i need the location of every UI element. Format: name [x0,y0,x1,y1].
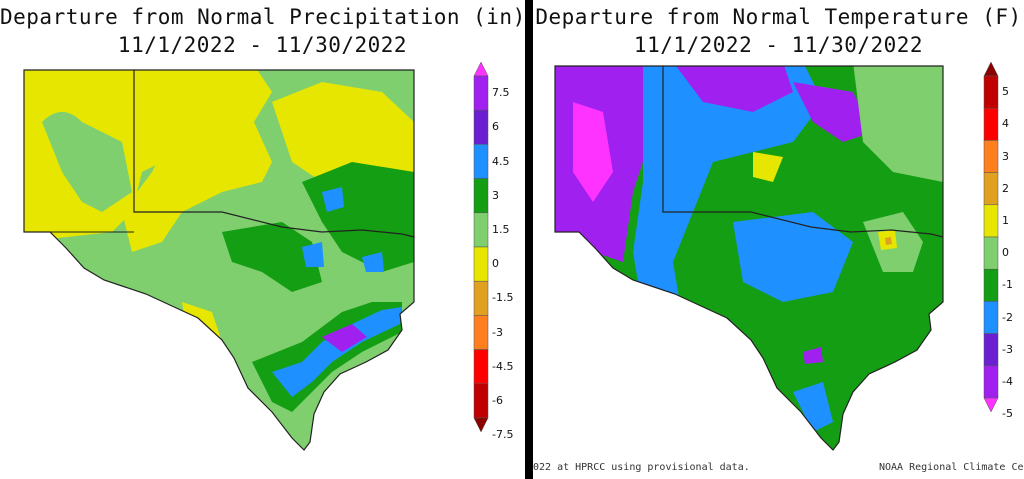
temp-oklahoma-cold-region [793,82,873,142]
temp-colorbar-tick-label: 1 [1002,213,1009,227]
temp-colorbar [983,62,999,412]
precip-colorbar-tick-label: 0 [492,257,499,271]
precip-oklahoma-dry-region [272,82,414,192]
temp-colorbar-swatch [983,172,999,206]
panel-divider [525,0,533,479]
temp-blue-band-region [633,66,823,342]
precip-central-wet-region [222,222,322,292]
precip-panhandle-dry-region [122,70,272,252]
precip-colorbar-tick-label: 1.5 [492,222,510,236]
precipitation-panel: Departure from Normal Precipitation (in)… [0,5,526,451]
temp-map [554,65,944,451]
temp-colorbar-swatch [983,107,999,141]
temperature-panel: Departure from Normal Temperature (F) 11… [533,0,1024,479]
temp-state-boundary [662,66,944,238]
precip-colorbar-tick-label: -6 [492,393,503,407]
precip-blue-spot-central [302,242,324,267]
precip-colorbar-tick-label: 6 [492,120,499,134]
temp-colorbar-swatch [983,140,999,173]
precip-colorbar-bottom-arrow [473,417,489,432]
temp-colorbar-tick-label: -5 [1002,407,1013,421]
precip-coastal-blue-region [272,307,402,397]
temp-title: Departure from Normal Temperature (F) [535,5,1022,29]
precip-nm-moist-region [42,112,132,212]
temp-colorbar-tick-label: 5 [1002,85,1009,99]
temp-colorbar-tick-label: -1 [1002,278,1013,292]
precip-title: Departure from Normal Precipitation (in) [0,5,526,29]
temp-colorbar-tick-label: 3 [1002,149,1009,163]
temp-coastal-purple-spot [803,347,823,364]
precip-colorbar-swatch [473,144,489,179]
temp-colorbar-swatch [983,333,999,367]
temp-colorbar-tick-label: -3 [1002,342,1013,356]
precip-colorbar-swatch [473,75,489,111]
precip-colorbar-tick-label: 3 [492,188,499,202]
precip-east-wet-region [302,162,414,272]
precip-colorbar-tick-label: 7.5 [492,86,510,100]
footer-credit: NOAA Regional Climate Ce [879,462,1024,473]
precip-colorbar-top-arrow [473,62,489,77]
temp-date-range: 11/1/2022 - 11/30/2022 [633,33,924,57]
precip-colorbar-swatch [473,212,489,248]
precip-colorbar-swatch [473,383,489,419]
precip-colorbar-swatch [473,109,489,145]
precip-colorbar-swatch [473,315,489,350]
precip-colorbar-swatch [473,178,489,214]
precip-colorbar-tick-label: -1.5 [492,291,514,305]
temp-colorbar-top-arrow [983,62,999,77]
temp-north-yellow-spot [753,152,783,182]
precip-colorbar [473,62,489,432]
precip-purple-region [322,324,367,352]
precip-colorbar-tick-label: -4.5 [492,359,514,373]
temp-colorbar-bottom-arrow [983,397,999,412]
temp-colorbar-tick-label: 4 [1002,117,1009,131]
precip-blue-spot-north [322,187,344,212]
precip-state-boundary [133,70,415,238]
temp-colorbar-tick-label: -2 [1002,310,1013,324]
temp-colorbar-swatch [983,75,999,109]
temp-coastal-cold-region [793,382,833,432]
temp-colorbar-swatch [983,301,999,334]
precip-colorbar-tick-label: -3 [492,325,503,339]
footer-source-note: 022 at HPRCC using provisional data. [533,462,750,473]
precip-map [23,69,415,451]
precip-colorbar-swatch [473,349,489,385]
precip-colorbar-tick-label: -7.5 [492,428,514,442]
temp-colorbar-swatch [983,268,999,302]
temp-colorbar-tick-label: 0 [1002,246,1009,260]
temp-central-cold-region [733,212,853,302]
precip-date-range: 11/1/2022 - 11/30/2022 [117,33,408,57]
precip-colorbar-tick-label: 4.5 [492,154,510,168]
temp-east-mild-region [853,66,943,182]
temp-panhandle-cold-region [673,66,793,112]
precip-colorbar-swatch [473,280,489,316]
precip-colorbar-swatch [473,246,489,282]
precip-region-outline [23,69,415,451]
temp-colorbar-tick-label: -4 [1002,374,1013,388]
temp-region-outline [554,65,944,451]
temp-colorbar-swatch [983,236,999,270]
temp-colorbar-tick-label: 2 [1002,181,1009,195]
temp-orange-spot [885,237,892,245]
precip-blue-spot-east [362,252,384,272]
temp-colorbar-swatch [983,204,999,238]
temp-colorbar-swatch [983,365,999,399]
temp-magenta-region [573,102,613,202]
